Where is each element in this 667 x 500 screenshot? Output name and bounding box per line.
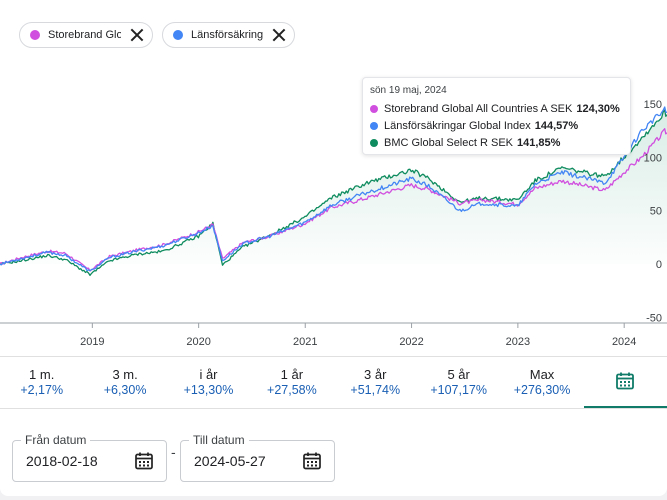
- tooltip-series-value: 141,85%: [517, 136, 561, 149]
- period-return: +107,17%: [430, 383, 487, 397]
- tooltip-series-name: Storebrand Global All Countries A SEK: [384, 102, 573, 115]
- y-tick-label: -50: [646, 312, 662, 324]
- performance-chart[interactable]: 2019 2020 2021 2022 2023 2024 150 100 50 0 -50: [0, 0, 667, 356]
- period-label: i år: [199, 367, 218, 382]
- x-tick-label: 2019: [80, 336, 104, 348]
- series-line: [0, 106, 667, 272]
- x-tick-label: 2021: [293, 336, 317, 348]
- calendar-icon[interactable]: [302, 451, 322, 471]
- fund-chip-label: Länsförsäkringa...: [191, 29, 263, 41]
- series-color-dot: [173, 30, 183, 40]
- tooltip-row: Storebrand Global All Countries A SEK 12…: [370, 100, 624, 117]
- close-icon[interactable]: [130, 28, 144, 42]
- fund-chip-lansforsakringar[interactable]: Länsförsäkringa...: [162, 22, 295, 48]
- series-area: [0, 110, 667, 276]
- to-date-label: Till datum: [189, 433, 249, 447]
- series-color-dot: [370, 138, 378, 147]
- period-return: +2,17%: [20, 383, 64, 397]
- y-tick-label: 50: [650, 206, 662, 218]
- y-tick-label: 100: [644, 152, 662, 164]
- x-tick-label: 2023: [506, 336, 530, 348]
- period-tab-1m[interactable]: 1 m. +2,17%: [0, 357, 83, 408]
- x-tick-label: 2022: [399, 336, 423, 348]
- from-date-field[interactable]: Från datum 2018-02-18: [12, 433, 167, 482]
- period-return: +13,30%: [183, 383, 234, 397]
- from-date-label: Från datum: [21, 433, 91, 447]
- x-tick-label: 2024: [612, 336, 636, 348]
- fund-chip-storebrand[interactable]: Storebrand Glob...: [19, 22, 153, 48]
- period-return: +276,30%: [513, 383, 571, 397]
- date-range-separator: -: [171, 444, 176, 460]
- period-label: 1 år: [280, 367, 304, 382]
- period-tab-max[interactable]: Max +276,30%: [500, 357, 583, 408]
- series-color-dot: [370, 104, 378, 113]
- period-label: Max: [529, 367, 555, 382]
- period-tab-custom[interactable]: [583, 357, 667, 408]
- series-line: [0, 128, 667, 272]
- to-date-field[interactable]: Till datum 2024-05-27: [180, 433, 335, 482]
- y-tick-label: 150: [644, 99, 662, 111]
- x-tick-label: 2020: [186, 336, 210, 348]
- calendar-icon[interactable]: [134, 451, 154, 471]
- tooltip-series-name: Länsförsäkringar Global Index: [384, 119, 531, 132]
- chart-tooltip: sön 19 maj, 2024 Storebrand Global All C…: [362, 77, 631, 155]
- period-return: +6,30%: [103, 383, 147, 397]
- period-tab-3y[interactable]: 3 år +51,74%: [334, 357, 417, 408]
- series-color-dot: [370, 121, 378, 130]
- period-selector: 1 m. +2,17% 3 m. +6,30% i år +13,30% 1 å…: [0, 356, 667, 409]
- close-icon[interactable]: [272, 28, 286, 42]
- tooltip-row: Länsförsäkringar Global Index 144,57%: [370, 117, 624, 134]
- period-tab-1y[interactable]: 1 år +27,58%: [250, 357, 333, 408]
- period-label: 1 m.: [29, 367, 55, 382]
- period-return: +51,74%: [350, 383, 401, 397]
- period-return: +27,58%: [267, 383, 317, 397]
- tooltip-series-value: 124,30%: [576, 102, 620, 115]
- period-tab-3m[interactable]: 3 m. +6,30%: [83, 357, 166, 408]
- to-date-value: 2024-05-27: [194, 453, 266, 469]
- calendar-icon: [615, 372, 634, 390]
- period-tab-5y[interactable]: 5 år +107,17%: [417, 357, 500, 408]
- series-line: [0, 109, 667, 277]
- y-tick-label: 0: [656, 259, 662, 271]
- period-tab-ytd[interactable]: i år +13,30%: [167, 357, 250, 408]
- tooltip-series-name: BMC Global Select R SEK: [384, 136, 513, 149]
- tooltip-series-value: 144,57%: [534, 119, 579, 132]
- period-label: 5 år: [447, 367, 470, 382]
- tooltip-date: sön 19 maj, 2024: [370, 85, 447, 96]
- tooltip-row: BMC Global Select R SEK 141,85%: [370, 134, 624, 151]
- period-label: 3 år: [364, 367, 387, 382]
- series-color-dot: [30, 30, 40, 40]
- period-label: 3 m.: [112, 367, 138, 382]
- fund-chip-label: Storebrand Glob...: [48, 29, 121, 41]
- from-date-value: 2018-02-18: [26, 453, 98, 469]
